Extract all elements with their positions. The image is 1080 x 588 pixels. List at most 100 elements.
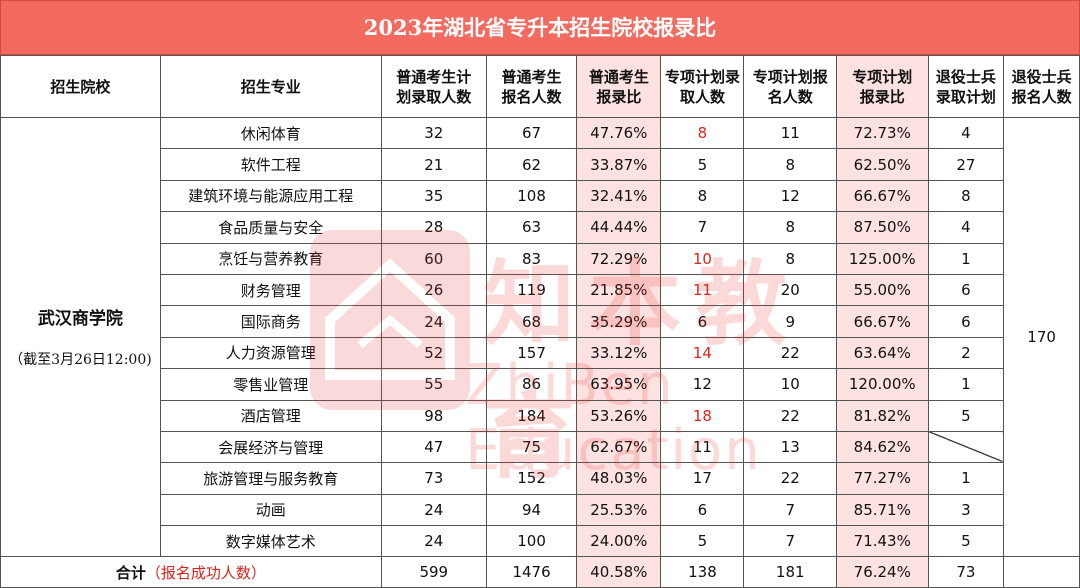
special-apply-cell: 12 bbox=[743, 179, 838, 213]
major-cell: 数字媒体艺术 bbox=[159, 525, 382, 558]
total-row: 合计（报名成功人数） 599 1476 40.58% 138 181 76.24% 73 bbox=[0, 556, 1080, 588]
plan-cell: 28 bbox=[380, 211, 487, 244]
table-row: 财务管理 26 119 21.85% 11 20 55.00% 6 bbox=[1, 273, 1080, 307]
apply-cell: 75 bbox=[485, 430, 578, 464]
total-label: 合计 bbox=[115, 563, 146, 582]
major-cell: 零售业管理 bbox=[159, 368, 382, 401]
veteran-plan-cell: 5 bbox=[927, 525, 1005, 558]
total-special-apply-cell: 181 bbox=[743, 556, 838, 588]
header-cell: 专项计划报名人数 bbox=[743, 55, 838, 118]
special-apply-cell: 13 bbox=[743, 430, 838, 464]
special-apply-cell: 22 bbox=[743, 399, 838, 432]
plan-cell: 73 bbox=[380, 462, 487, 495]
major-cell: 酒店管理 bbox=[159, 399, 382, 432]
apply-cell: 119 bbox=[485, 273, 578, 307]
veteran-plan-cell: 3 bbox=[927, 493, 1005, 527]
table-row: 建筑环境与能源应用工程 35 108 32.41% 8 12 66.67% 8 bbox=[1, 179, 1080, 213]
apply-cell: 100 bbox=[485, 525, 578, 558]
veteran-plan-cell-empty bbox=[927, 430, 1005, 464]
plan-cell: 52 bbox=[380, 336, 487, 370]
admission-ratio-table: 招生院校 招生专业 普通考生计划录取人数 普通考生报名人数 普通考生报录比 专项… bbox=[0, 55, 1080, 588]
table-row: 食品质量与安全 28 63 44.44% 7 8 87.50% 4 bbox=[1, 211, 1080, 244]
special-plan-cell: 6 bbox=[660, 493, 745, 527]
header-cell: 专项计划报录比 bbox=[836, 55, 929, 118]
veteran-plan-cell: 6 bbox=[927, 273, 1005, 307]
special-ratio-cell: 87.50% bbox=[836, 211, 929, 244]
major-cell: 动画 bbox=[159, 493, 382, 527]
plan-cell: 32 bbox=[380, 116, 487, 150]
header-row: 招生院校 招生专业 普通考生计划录取人数 普通考生报名人数 普通考生报录比 专项… bbox=[0, 55, 1080, 118]
plan-cell: 24 bbox=[380, 305, 487, 338]
ratio-cell: 21.85% bbox=[576, 273, 662, 307]
special-apply-cell: 22 bbox=[743, 336, 838, 370]
major-cell: 烹饪与营养教育 bbox=[159, 242, 382, 275]
special-ratio-cell: 81.82% bbox=[836, 399, 929, 432]
total-special-ratio-cell: 76.24% bbox=[836, 556, 929, 588]
special-plan-cell: 8 bbox=[660, 179, 745, 213]
ratio-cell: 25.53% bbox=[576, 493, 662, 527]
total-veteran-plan-cell: 73 bbox=[927, 556, 1005, 588]
special-apply-cell: 8 bbox=[743, 211, 838, 244]
veteran-plan-cell: 8 bbox=[927, 179, 1005, 213]
plan-cell: 98 bbox=[380, 399, 487, 432]
apply-cell: 83 bbox=[485, 242, 578, 275]
special-ratio-cell: 71.43% bbox=[836, 525, 929, 558]
apply-cell: 108 bbox=[485, 179, 578, 213]
special-apply-cell: 7 bbox=[743, 493, 838, 527]
table-row: 人力资源管理 52 157 33.12% 14 22 63.64% 2 bbox=[1, 336, 1080, 370]
ratio-cell: 72.29% bbox=[576, 242, 662, 275]
header-cell: 招生院校 bbox=[0, 55, 161, 118]
major-cell: 软件工程 bbox=[159, 148, 382, 181]
plan-cell: 21 bbox=[380, 148, 487, 181]
total-plan-cell: 599 bbox=[380, 556, 487, 588]
special-ratio-cell: 62.50% bbox=[836, 148, 929, 181]
veteran-plan-cell: 6 bbox=[927, 305, 1005, 338]
ratio-cell: 62.67% bbox=[576, 430, 662, 464]
plan-cell: 35 bbox=[380, 179, 487, 213]
plan-cell: 47 bbox=[380, 430, 487, 464]
special-plan-cell: 14 bbox=[660, 336, 745, 370]
table-row: 酒店管理 98 184 53.26% 18 22 81.82% 5 bbox=[1, 399, 1080, 432]
veteran-plan-cell: 1 bbox=[927, 462, 1005, 495]
ratio-cell: 33.87% bbox=[576, 148, 662, 181]
special-plan-cell: 8 bbox=[660, 116, 745, 150]
ratio-cell: 32.41% bbox=[576, 179, 662, 213]
ratio-cell: 47.76% bbox=[576, 116, 662, 150]
ratio-cell: 24.00% bbox=[576, 525, 662, 558]
table-row: 数字媒体艺术 24 100 24.00% 5 7 71.43% 5 bbox=[1, 525, 1080, 558]
special-plan-cell: 17 bbox=[660, 462, 745, 495]
special-plan-cell: 18 bbox=[660, 399, 745, 432]
table-row: 零售业管理 55 86 63.95% 12 10 120.00% 1 bbox=[1, 368, 1080, 401]
special-plan-cell: 5 bbox=[660, 148, 745, 181]
header-cell: 专项计划录取人数 bbox=[660, 55, 745, 118]
special-plan-cell: 10 bbox=[660, 242, 745, 275]
plan-cell: 60 bbox=[380, 242, 487, 275]
special-ratio-cell: 72.73% bbox=[836, 116, 929, 150]
ratio-cell: 44.44% bbox=[576, 211, 662, 244]
special-plan-cell: 11 bbox=[660, 273, 745, 307]
special-ratio-cell: 84.62% bbox=[836, 430, 929, 464]
major-cell: 建筑环境与能源应用工程 bbox=[159, 179, 382, 213]
ratio-cell: 63.95% bbox=[576, 368, 662, 401]
special-apply-cell: 10 bbox=[743, 368, 838, 401]
major-cell: 国际商务 bbox=[159, 305, 382, 338]
plan-cell: 26 bbox=[380, 273, 487, 307]
special-ratio-cell: 120.00% bbox=[836, 368, 929, 401]
special-apply-cell: 11 bbox=[743, 116, 838, 150]
total-label-cell: 合计（报名成功人数） bbox=[0, 556, 382, 588]
school-cell: 武汉商学院 （截至3月26日12:00) bbox=[0, 116, 161, 558]
major-cell: 财务管理 bbox=[159, 273, 382, 307]
total-veteran-apply-cell bbox=[1003, 556, 1080, 588]
table-row: 旅游管理与服务教育 73 152 48.03% 17 22 77.27% 1 bbox=[1, 462, 1080, 495]
special-apply-cell: 8 bbox=[743, 148, 838, 181]
header-cell: 普通考生计划录取人数 bbox=[380, 55, 487, 118]
plan-cell: 55 bbox=[380, 368, 487, 401]
major-cell: 食品质量与安全 bbox=[159, 211, 382, 244]
plan-cell: 24 bbox=[380, 493, 487, 527]
table-row: 动画 24 94 25.53% 6 7 85.71% 3 bbox=[1, 493, 1080, 527]
plan-cell: 24 bbox=[380, 525, 487, 558]
major-cell: 会展经济与管理 bbox=[159, 430, 382, 464]
special-ratio-cell: 125.00% bbox=[836, 242, 929, 275]
school-name: 武汉商学院 bbox=[37, 308, 123, 329]
veteran-plan-cell: 1 bbox=[927, 368, 1005, 401]
